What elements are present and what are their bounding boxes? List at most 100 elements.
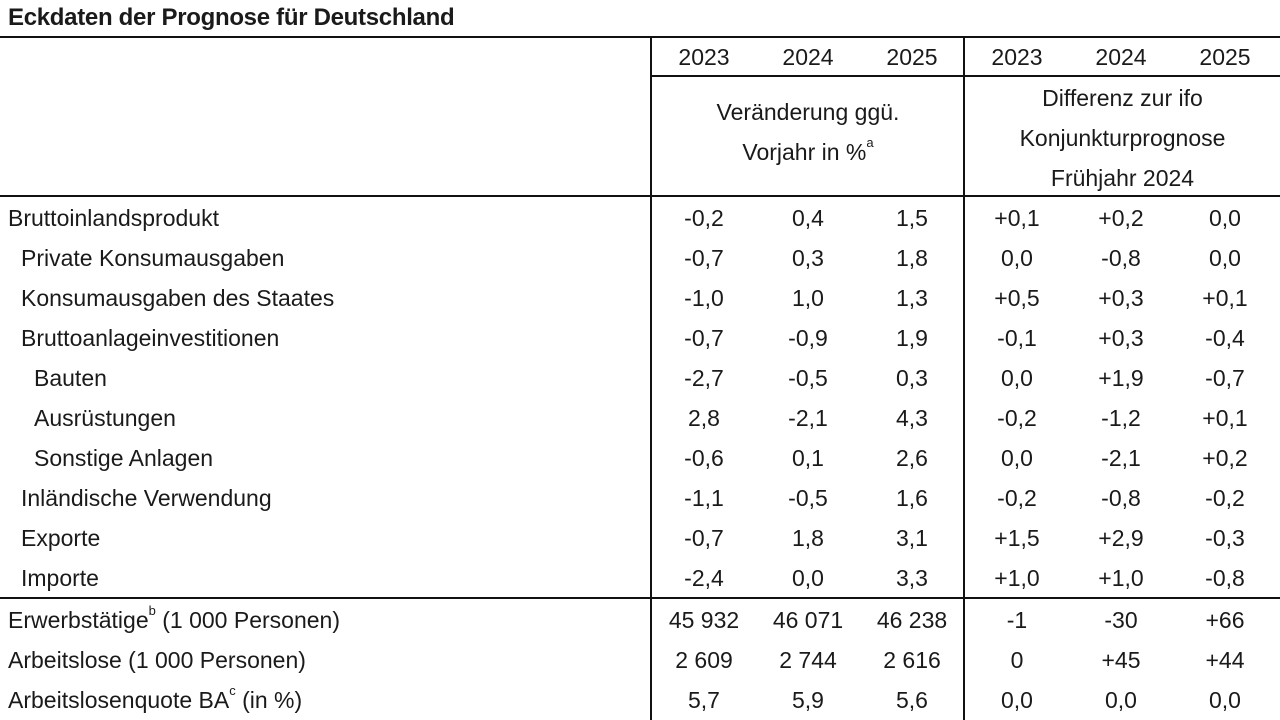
table-row: Bauten -2,7 -0,5 0,3 0,0 +1,9 -0,7 — [0, 358, 1280, 398]
row-label: Importe — [21, 565, 99, 591]
value-cell: +1,9 — [1098, 365, 1144, 391]
rule-left-block — [650, 36, 652, 720]
value-cell: 0,0 — [1209, 205, 1241, 231]
row-label: Erwerbstätigeb (1 000 Personen) — [8, 603, 340, 633]
value-cell: 46 071 — [772, 607, 844, 633]
value-cell: 45 932 — [668, 607, 740, 633]
value-cell: 1,0 — [792, 285, 824, 311]
value-cell: -0,7 — [684, 525, 724, 551]
value-cell: -2,1 — [1101, 445, 1141, 471]
table-row: Exporte -0,7 1,8 3,1 +1,5 +2,9 -0,3 — [0, 518, 1280, 558]
value-cell: 2 616 — [883, 647, 941, 673]
value-cell: 1,5 — [896, 205, 928, 231]
subhead-diff-line3: Frühjahr 2024 — [1050, 165, 1195, 191]
value-cell: -30 — [1104, 607, 1138, 633]
year-header: 2025 — [1199, 44, 1251, 70]
value-cell: 0,0 — [792, 565, 824, 591]
value-cell: 1,8 — [896, 245, 928, 271]
table-row: Ausrüstungen 2,8 -2,1 4,3 -0,2 -1,2 +0,1 — [0, 398, 1280, 438]
row-label: Konsumausgaben des Staates — [21, 285, 335, 311]
value-cell: -2,1 — [788, 405, 828, 431]
value-cell: 3,1 — [896, 525, 928, 551]
row-label: Ausrüstungen — [34, 405, 176, 431]
value-cell: 2 609 — [675, 647, 733, 673]
table-row: Konsumausgaben des Staates -1,0 1,0 1,3 +0,5… — [0, 278, 1280, 318]
value-cell: 0 — [1010, 647, 1024, 673]
value-cell: -0,4 — [1205, 325, 1245, 351]
row-label: Bruttoanlageinvestitionen — [21, 325, 280, 351]
value-cell: -0,7 — [684, 245, 724, 271]
value-cell: +0,2 — [1202, 445, 1248, 471]
rule-section — [0, 597, 1280, 599]
value-cell: +0,2 — [1098, 205, 1144, 231]
value-cell: -0,5 — [788, 365, 828, 391]
value-cell: +0,1 — [994, 205, 1040, 231]
row-label: Private Konsumausgaben — [21, 245, 285, 271]
value-cell: -0,2 — [997, 405, 1037, 431]
value-cell: -0,2 — [684, 205, 724, 231]
row-label: Sonstige Anlagen — [34, 445, 214, 471]
value-cell: +0,1 — [1202, 285, 1248, 311]
value-cell: 0,4 — [792, 205, 824, 231]
table-row: Inländische Verwendung -1,1 -0,5 1,6 -0,2 -0,… — [0, 478, 1280, 518]
value-cell: 5,7 — [688, 687, 720, 713]
value-cell: -0,8 — [1205, 565, 1245, 591]
row-label: Arbeitslose (1 000 Personen) — [8, 647, 306, 673]
value-cell: -1,2 — [1101, 405, 1141, 431]
rule-right-block — [963, 36, 965, 720]
value-cell: -1,1 — [684, 485, 724, 511]
value-cell: 1,9 — [896, 325, 928, 351]
value-cell: 0,0 — [1001, 445, 1033, 471]
value-cell: 3,3 — [896, 565, 928, 591]
value-cell: 0,1 — [792, 445, 824, 471]
table-title: Eckdaten der Prognose für Deutschland — [8, 4, 455, 31]
value-cell: 0,0 — [1105, 687, 1137, 713]
value-cell: 1,8 — [792, 525, 824, 551]
year-header: 2023 — [678, 44, 730, 70]
value-cell: -0,2 — [1205, 485, 1245, 511]
value-cell: -0,3 — [1205, 525, 1245, 551]
value-cell: 2,8 — [688, 405, 720, 431]
value-cell: 5,9 — [792, 687, 824, 713]
value-cell: 4,3 — [896, 405, 928, 431]
value-cell: +1,5 — [994, 525, 1040, 551]
value-cell: +45 — [1101, 647, 1141, 673]
value-cell: 5,6 — [896, 687, 928, 713]
subhead-difference: Differenz zur ifo Konjunkturprognose Frü… — [965, 78, 1280, 198]
value-cell: 1,3 — [896, 285, 928, 311]
value-cell: +1,0 — [994, 565, 1040, 591]
value-cell: -1 — [1006, 607, 1028, 633]
subhead-change: Veränderung ggü. Vorjahr in %a — [652, 92, 964, 172]
value-cell: -2,7 — [684, 365, 724, 391]
value-cell: -0,5 — [788, 485, 828, 511]
table-row: Bruttoanlageinvestitionen -0,7 -0,9 1,9 -0,1… — [0, 318, 1280, 358]
subhead-change-line2: Vorjahr in %a — [742, 135, 874, 165]
row-label: Arbeitslosenquote BAc (in %) — [8, 683, 303, 713]
row-label: Bauten — [34, 365, 107, 391]
value-cell: +0,1 — [1202, 405, 1248, 431]
value-cell: +66 — [1205, 607, 1245, 633]
value-cell: -0,1 — [997, 325, 1037, 351]
table-row: Private Konsumausgaben -0,7 0,3 1,8 0,0 -0,8 0… — [0, 238, 1280, 278]
value-cell: -0,7 — [1205, 365, 1245, 391]
row-label: Exporte — [21, 525, 101, 551]
value-cell: -2,4 — [684, 565, 724, 591]
value-cell: -0,9 — [788, 325, 828, 351]
rule-header-bottom — [0, 195, 1280, 197]
table-row: Bruttoinlandsprodukt -0,2 0,4 1,5 +0,1 +0,2 0,… — [0, 198, 1280, 238]
value-cell: 0,0 — [1209, 687, 1241, 713]
value-cell: 0,0 — [1209, 245, 1241, 271]
value-cell: +2,9 — [1098, 525, 1144, 551]
value-cell: -1,0 — [684, 285, 724, 311]
year-header: 2024 — [1095, 44, 1147, 70]
rule-years — [650, 75, 1280, 77]
value-cell: +0,5 — [994, 285, 1040, 311]
table-row: Arbeitslosenquote BAc (in %) 5,7 5,9 5,6 0,0… — [0, 680, 1280, 720]
value-cell: 0,0 — [1001, 365, 1033, 391]
value-cell: -0,8 — [1101, 485, 1141, 511]
value-cell: +0,3 — [1098, 325, 1144, 351]
value-cell: +44 — [1205, 647, 1245, 673]
value-cell: +0,3 — [1098, 285, 1144, 311]
value-cell: -0,6 — [684, 445, 724, 471]
table-row: Importe -2,4 0,0 3,3 +1,0 +1,0 -0,8 — [0, 558, 1280, 598]
